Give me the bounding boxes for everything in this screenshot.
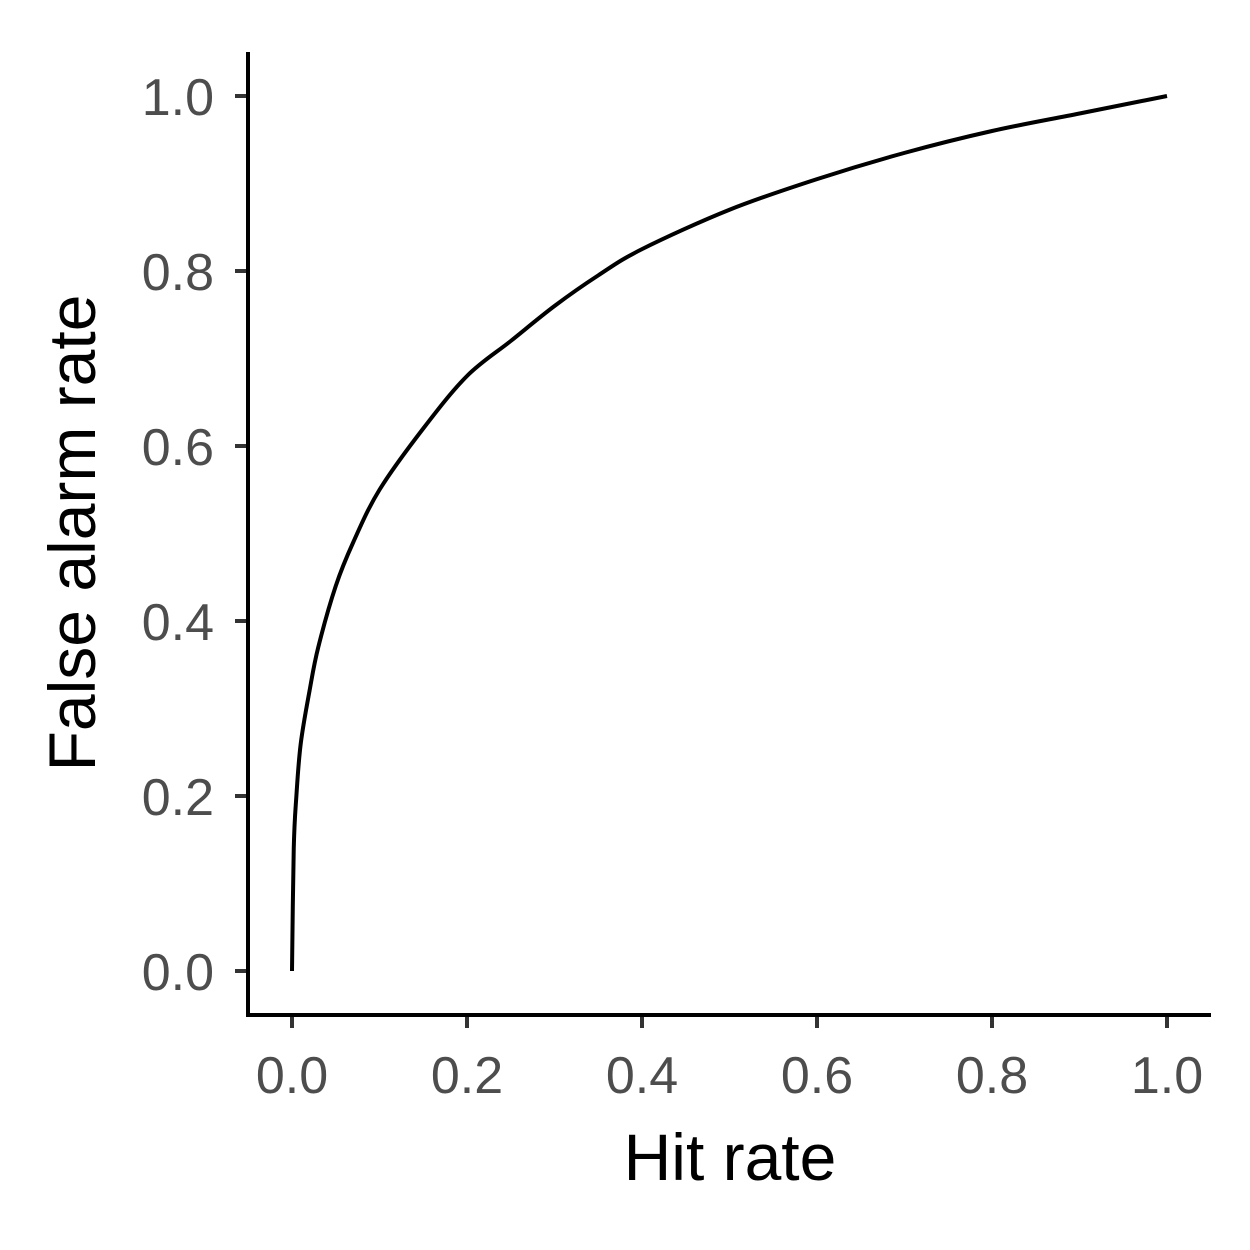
y-tick-label: 1.0 [142, 69, 214, 127]
y-axis-title: False alarm rate [35, 295, 109, 772]
x-tick-label: 0.4 [606, 1047, 678, 1105]
y-tick-label: 0.6 [142, 419, 214, 477]
y-axis-ticks: 0.0 0.2 0.4 0.6 0.8 1.0 [142, 69, 248, 1002]
x-tick-label: 0.0 [256, 1047, 328, 1105]
x-axis-ticks: 0.0 0.2 0.4 0.6 0.8 1.0 [256, 1015, 1203, 1105]
y-tick-label: 0.4 [142, 594, 214, 652]
y-tick-label: 0.0 [142, 944, 214, 1002]
x-tick-label: 0.8 [956, 1047, 1028, 1105]
y-tick-label: 0.8 [142, 244, 214, 302]
x-tick-label: 0.6 [781, 1047, 853, 1105]
roc-curve-line [290, 94, 1168, 972]
x-tick-label: 1.0 [1131, 1047, 1203, 1105]
y-tick-label: 0.2 [142, 769, 214, 827]
x-axis-title: Hit rate [624, 1120, 837, 1194]
plot-area [290, 94, 1168, 972]
x-tick-label: 0.2 [431, 1047, 503, 1105]
